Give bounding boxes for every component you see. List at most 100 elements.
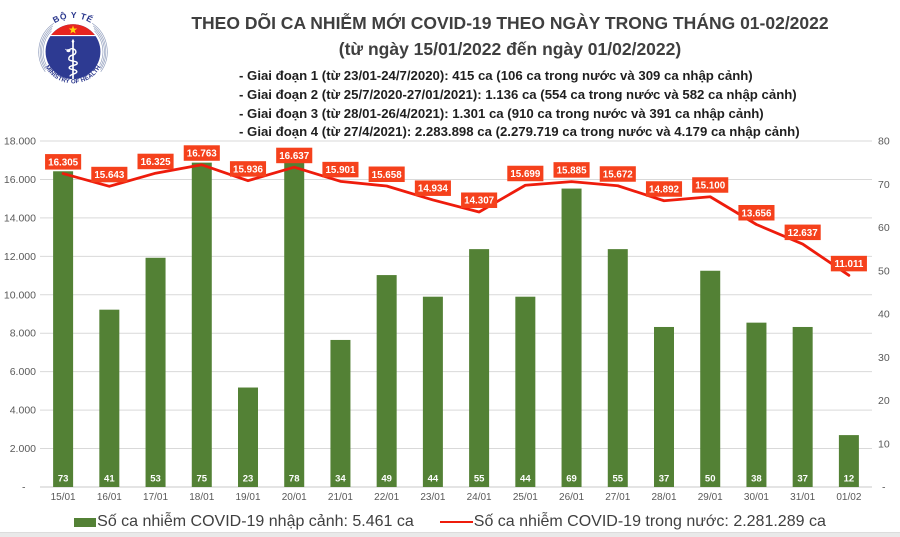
line-data-label-box <box>461 192 498 208</box>
logo-star-icon <box>68 25 78 34</box>
bar-imported-cases <box>99 309 120 487</box>
bar-value-label: 37 <box>797 474 808 485</box>
line-domestic-cases <box>61 163 851 277</box>
bar-value-label: 53 <box>150 474 161 485</box>
bar-series-swatch <box>74 517 97 527</box>
bar-imported-cases <box>53 171 74 487</box>
bar-imported-cases <box>561 188 582 487</box>
line-data-label-box <box>553 162 590 178</box>
bar-value-label: 41 <box>104 474 115 485</box>
line-data-label-box <box>368 166 405 183</box>
bar-value-label: 44 <box>520 474 531 485</box>
bar-imported-cases <box>422 296 443 487</box>
left-axis-tick-label: 10.000 <box>4 289 36 301</box>
bar-imported-cases <box>330 339 351 487</box>
bar-value-label: 37 <box>659 474 670 485</box>
x-axis-date-label: 28/01 <box>651 492 676 503</box>
x-axis-date-label: 23/01 <box>420 492 445 503</box>
chart-legend: Số ca nhiễm COVID-19 nhập cảnh: 5.461 ca… <box>0 512 900 532</box>
line-data-label-box <box>137 153 174 170</box>
line-data-label: 15.699 <box>510 169 541 180</box>
x-axis-date-label: 25/01 <box>513 492 538 503</box>
legend-label-domestic-cases: Số ca nhiễm COVID-19 trong nước: 2.281.2… <box>473 513 826 530</box>
bar-imported-cases <box>191 162 212 487</box>
line-data-label-box <box>276 147 313 164</box>
line-data-label-box <box>645 181 683 197</box>
x-axis-date-label: 27/01 <box>605 492 630 503</box>
left-axis-tick-label: 4.000 <box>10 405 36 417</box>
line-data-label: 16.305 <box>48 157 79 168</box>
line-data-label: 16.325 <box>141 157 172 168</box>
line-data-label-box <box>599 166 636 182</box>
bar-value-label: 49 <box>381 474 392 485</box>
right-axis-tick-label: 70 <box>878 179 890 191</box>
x-axis-date-label: 01/02 <box>836 492 861 503</box>
right-axis-tick-label: 60 <box>878 222 890 234</box>
bar-value-label: 55 <box>474 474 485 485</box>
x-axis-date-label: 29/01 <box>698 492 723 503</box>
legend-item-imported-cases: Số ca nhiễm COVID-19 nhập cảnh: 5.461 ca <box>74 513 414 531</box>
line-data-label: 15.658 <box>372 170 403 181</box>
line-data-label: 15.936 <box>233 164 264 175</box>
line-data-label: 14.307 <box>464 196 495 207</box>
left-axis-tick-label: 12.000 <box>4 251 36 263</box>
line-data-label-box <box>692 177 729 193</box>
phase-summary: - Giai đoạn 1 (từ 23/01-24/7/2020): 415 … <box>239 67 859 142</box>
right-axis-tick-label: 10 <box>878 438 890 450</box>
left-axis-tick-label: - <box>22 482 26 494</box>
phase-3-line: - Giai đoạn 3 (từ 28/01-26/4/2021): 1.30… <box>239 105 764 121</box>
bar-imported-cases <box>654 326 674 487</box>
line-data-label: 14.934 <box>418 184 449 195</box>
line-data-label-box <box>830 255 867 272</box>
ministry-of-health-logo: BỘ Y TẾ MINISTRY OF HEALTH <box>38 9 108 85</box>
line-data-label: 11.011 <box>834 259 863 270</box>
line-data-label-box <box>45 154 82 170</box>
line-data-label: 15.672 <box>603 169 634 180</box>
bar-value-label: 38 <box>751 474 762 485</box>
page-bottom-edge <box>0 532 900 537</box>
bar-imported-cases <box>284 149 305 487</box>
bar-imported-cases <box>746 322 767 487</box>
bar-value-label: 55 <box>612 474 623 485</box>
bar-imported-cases <box>469 249 490 487</box>
bar-value-label: 44 <box>428 474 439 485</box>
left-axis-tick-label: 8.000 <box>10 328 36 340</box>
left-axis-tick-label: 14.000 <box>4 212 36 224</box>
left-axis-tick-label: 18.000 <box>4 136 36 148</box>
left-axis-tick-label: 6.000 <box>10 366 36 378</box>
bar-value-label: 75 <box>196 474 207 485</box>
logo-asclepius-rod-icon <box>64 38 78 80</box>
x-axis-date-label: 17/01 <box>143 492 168 503</box>
x-axis-date-label: 24/01 <box>467 492 492 503</box>
right-axis-tick-label: 50 <box>878 265 890 277</box>
line-data-label: 15.885 <box>557 165 588 176</box>
chart-header: THEO DÕI CA NHIỄM MỚI COVID-19 THEO NGÀY… <box>140 10 880 62</box>
x-axis-date-label: 21/01 <box>328 492 353 503</box>
x-axis-date-label: 20/01 <box>282 492 307 503</box>
line-series-swatch <box>439 520 473 524</box>
phase-4-line: - Giai đoạn 4 (từ 27/4/2021): 2.283.898 … <box>239 124 800 140</box>
left-axis-tick-label: 16.000 <box>4 174 36 186</box>
line-data-label-box <box>507 165 544 182</box>
line-data-label-box <box>738 205 775 221</box>
bar-value-label: 78 <box>289 474 300 485</box>
right-axis-tick-label: 30 <box>878 352 890 364</box>
x-axis-date-label: 31/01 <box>790 492 815 503</box>
bar-imported-cases <box>700 270 721 487</box>
x-axis-date-label: 16/01 <box>97 492 122 503</box>
bar-value-label: 50 <box>705 474 716 485</box>
line-data-label-box <box>322 161 359 178</box>
line-data-label-box <box>784 224 821 241</box>
line-data-label: 13.656 <box>741 208 772 219</box>
line-data-label: 12.637 <box>788 228 819 239</box>
x-axis-date-label: 19/01 <box>235 492 260 503</box>
line-data-label-box <box>183 145 220 161</box>
legend-item-domestic-cases: Số ca nhiễm COVID-19 trong nước: 2.281.2… <box>439 513 826 531</box>
logo-top-text: BỘ Y TẾ <box>51 9 95 25</box>
legend-label-imported-cases: Số ca nhiễm COVID-19 nhập cảnh: 5.461 ca <box>97 513 414 530</box>
line-data-label: 14.892 <box>649 184 680 195</box>
chart-subtitle: (từ ngày 15/01/2022 đến ngày 01/02/2022) <box>338 39 682 59</box>
bar-value-label: 12 <box>844 474 855 485</box>
